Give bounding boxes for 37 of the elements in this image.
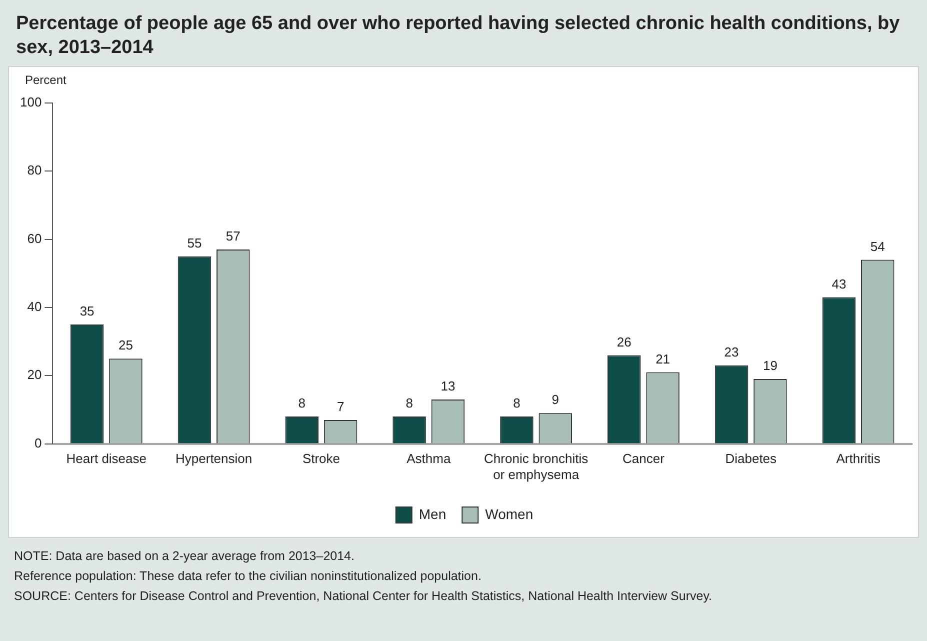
y-tick-label: 20	[27, 367, 42, 382]
data-label: 35	[80, 304, 94, 319]
data-label: 8	[298, 396, 306, 411]
legend-label: Men	[418, 506, 446, 522]
y-tick-label: 40	[27, 299, 42, 314]
chart-title: Percentage of people age 65 and over who reported having selected chronic health conditions, by sex, 2013–2014	[15, 12, 901, 60]
y-tick-label: 80	[27, 162, 42, 178]
text: Reference population: These data refer to the civilian noninstitutionalized population.	[14, 568, 482, 585]
data-label: 26	[616, 334, 632, 350]
data-label: 54	[870, 238, 885, 254]
data-label: 23	[724, 344, 739, 360]
y-tick-label: 60	[27, 230, 42, 246]
data-label: 55	[187, 235, 202, 250]
data-label: 9	[552, 392, 560, 408]
x-tick-label: Hypertension	[176, 451, 252, 466]
legend-label: Women	[485, 506, 534, 522]
x-tick-label: Chronic bronchitis or emphysema	[484, 451, 589, 482]
data-label: 19	[762, 358, 778, 374]
x-tick-label: Heart disease	[66, 451, 147, 466]
data-label: 13	[440, 378, 456, 394]
x-tick-label: Cancer	[622, 451, 666, 466]
data-label: 21	[656, 351, 670, 366]
x-tick-label: Diabetes	[725, 451, 778, 466]
source-note: SOURCE: Centers for Disease Control and Prevention, National Center for Health Statistics, National Health Interview Survey.	[14, 588, 713, 605]
x-tick-label: Stroke	[302, 451, 340, 466]
data-label: 8	[406, 396, 413, 411]
data-label: 8	[513, 396, 520, 411]
data-label: 57	[226, 228, 240, 244]
y-tick-label: 0	[34, 435, 42, 450]
data-label: 25	[118, 338, 133, 353]
x-tick-label: Asthma	[406, 451, 452, 466]
data-label: 7	[336, 399, 344, 414]
y-tick-label: 100	[20, 94, 42, 110]
data-label: 43	[832, 276, 846, 292]
text: NOTE: Data are based on a 2-year average from 2013–2014.	[14, 548, 356, 565]
x-tick-label: Arthritis	[836, 451, 881, 466]
y-axis-title: Percent	[25, 73, 66, 87]
